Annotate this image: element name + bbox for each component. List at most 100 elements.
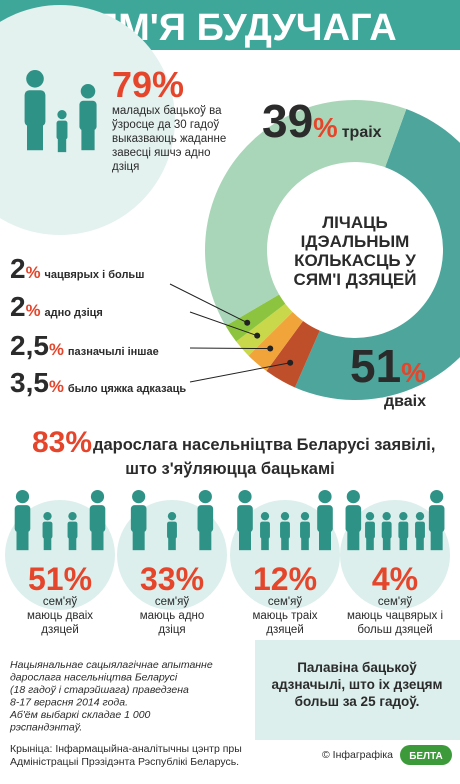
donut-label-value: 51 <box>350 340 401 392</box>
leader-dot <box>244 319 251 326</box>
donut-label-unit: % <box>49 377 64 396</box>
survey-note: дарослага насельніцтва Беларусі <box>10 672 178 684</box>
family-value: 51% <box>28 561 92 597</box>
icon-legs <box>319 529 331 551</box>
icon-body <box>237 505 253 533</box>
icon-body <box>260 521 270 539</box>
donut-label: 51% <box>350 340 426 392</box>
leader-line <box>189 362 291 383</box>
donut-slice <box>294 109 460 400</box>
survey-note: Нацыянальнае сацыялагічнае апытанне <box>10 659 213 671</box>
family-text: маюць адно <box>140 610 205 622</box>
icon-legs <box>16 529 29 551</box>
parents-text: дарослага насельніцтва Беларусі заявілі, <box>93 436 435 454</box>
icon-legs <box>81 127 95 151</box>
family-text: сем'яў <box>378 596 412 608</box>
intro-value: 79% <box>112 64 184 105</box>
icon-head <box>399 512 408 521</box>
icon-legs <box>43 536 52 551</box>
highlight-text: больш за 25 гадоў. <box>295 694 420 709</box>
parents-value: 83% <box>32 426 92 459</box>
icon-body <box>317 505 333 533</box>
icon-legs <box>239 529 251 551</box>
family-value: 12% <box>253 561 317 597</box>
family-text: маюць траіх <box>252 610 317 622</box>
icon-legs <box>430 529 443 551</box>
leader-dot <box>267 345 274 352</box>
icon-body <box>42 521 53 539</box>
leader-line <box>169 283 248 324</box>
intro-text: выказваюць жаданне <box>112 133 226 145</box>
donut-center-text: КОЛЬКАСЦЬ У <box>294 251 416 270</box>
donut-label-value: 2,5 <box>10 330 49 361</box>
source: Адміністрацыі Прэзідэнта Рэспублікі Бела… <box>10 756 239 768</box>
intro-text: дзіця <box>112 161 139 173</box>
donut-label-value: 3,5 <box>10 367 49 398</box>
icon-head <box>26 70 44 88</box>
icon-legs <box>366 536 374 551</box>
logo: БЕЛТА <box>409 751 443 762</box>
donut-label: 2% адно дзіця <box>10 291 103 322</box>
highlight-text: адзначылі, што іх дзецям <box>271 677 442 692</box>
family-value: 33% <box>140 561 204 597</box>
icon-head <box>300 512 310 521</box>
family-text: сем'яў <box>43 596 77 608</box>
icon-legs <box>27 122 43 151</box>
family-bg <box>5 500 115 610</box>
donut-hole <box>269 164 441 336</box>
donut-label-category: пазначылі іншае <box>68 346 159 358</box>
icon-body <box>428 505 445 533</box>
icon-body <box>398 521 409 539</box>
donut-slice <box>236 303 293 356</box>
icon-head <box>43 512 52 521</box>
icon-legs <box>399 536 408 551</box>
icon-legs <box>132 529 145 551</box>
icon-body <box>67 521 78 539</box>
leader-dot <box>287 359 294 366</box>
icon-legs <box>281 536 289 551</box>
leader-line <box>189 347 271 350</box>
icon-legs <box>199 529 212 551</box>
donut-label-category: дваіх <box>384 393 426 410</box>
survey-note: (18 гадоў і старэйшага) праведзена <box>10 684 189 696</box>
icon-head <box>280 512 290 521</box>
donut-label-unit: % <box>313 112 338 143</box>
family-bg <box>230 500 340 610</box>
leader-dot <box>254 332 261 339</box>
donut-label-category: чацвярых і больш <box>45 269 145 281</box>
icon-head <box>198 490 212 504</box>
icon-head <box>238 490 252 504</box>
source: Крыніца: Інфармацыйна-аналітычны цэнтр п… <box>10 743 242 755</box>
icon-body <box>24 90 46 127</box>
icon-head <box>57 110 67 120</box>
donut-label-unit: % <box>49 340 64 359</box>
icon-head <box>15 490 30 504</box>
icon-legs <box>416 536 424 551</box>
family-text: дзіця <box>158 624 185 636</box>
icon-legs <box>68 536 77 551</box>
icon-head <box>346 490 360 504</box>
icon-body <box>79 100 97 131</box>
icon-body <box>89 505 106 533</box>
icon-head <box>90 490 105 504</box>
icon-body <box>381 521 392 539</box>
icon-head <box>382 512 391 521</box>
donut-label-category: было цяжка адказаць <box>68 383 187 395</box>
icon-legs <box>347 529 360 551</box>
donut-label-unit: % <box>401 357 426 388</box>
icon-head <box>430 490 444 504</box>
highlight-box <box>255 640 460 740</box>
icon-body <box>345 505 362 533</box>
donut-label-unit: % <box>26 263 41 282</box>
icon-legs <box>91 529 104 551</box>
donut-label-value: 2 <box>10 253 26 284</box>
icon-body <box>56 120 68 140</box>
icon-head <box>415 512 425 521</box>
survey-note: Аб'ём выбаркі складае 1 000 <box>9 709 151 721</box>
icon-body <box>197 505 214 533</box>
survey-note: 8-17 верасня 2014 года. <box>10 697 128 709</box>
logo-bg <box>400 745 452 765</box>
icon-head <box>132 490 146 504</box>
icon-head <box>167 512 177 521</box>
